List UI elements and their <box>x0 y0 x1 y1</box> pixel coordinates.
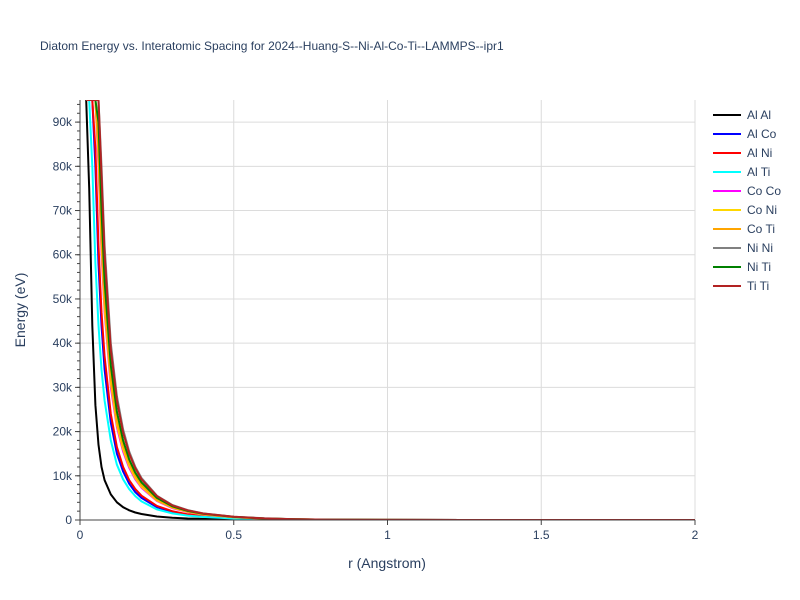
x-tick-label: 0 <box>77 528 84 542</box>
series-line-ti-ti <box>86 100 695 520</box>
x-tick-label: 2 <box>692 528 699 542</box>
y-tick-label: 0 <box>65 513 72 527</box>
series-line-co-ni <box>86 100 695 520</box>
series-line-ni-ni <box>86 100 695 520</box>
y-tick-label: 30k <box>53 380 73 394</box>
series-line-co-ti <box>86 100 695 520</box>
series-line-al-ni <box>86 100 695 520</box>
y-tick-label: 70k <box>53 204 73 218</box>
legend-label: Ni Ti <box>747 260 771 274</box>
y-axis-title: Energy (eV) <box>12 273 28 348</box>
legend-label: Co Ni <box>747 203 777 217</box>
legend-label: Ni Ni <box>747 241 773 255</box>
series-line-al-ti <box>86 100 695 520</box>
y-tick-label: 40k <box>53 336 73 350</box>
legend: Al Al Al Co Al Ni Al Ti Co Co Co Ni Co Ti Ni Ni… <box>713 108 781 293</box>
legend-label: Al Co <box>747 127 777 141</box>
axes: 0 0.5 1 1.5 2 0 10k 20k 30k 40k 50k 60k 70k 80k 90k <box>53 100 699 542</box>
series-line-al-al <box>85 100 695 520</box>
legend-label: Co Ti <box>747 222 775 236</box>
series-line-al-co <box>86 100 695 520</box>
legend-label: Ti Ti <box>747 279 769 293</box>
legend-label: Al Ni <box>747 146 772 160</box>
series-line-ni-ti <box>86 100 695 520</box>
y-tick-label: 50k <box>53 292 73 306</box>
x-tick-label: 0.5 <box>225 528 242 542</box>
y-tick-label: 80k <box>53 159 73 173</box>
legend-label: Al Al <box>747 108 771 122</box>
y-tick-label: 10k <box>53 469 73 483</box>
grid-lines <box>80 100 696 520</box>
chart-title: Diatom Energy vs. Interatomic Spacing fo… <box>40 39 504 53</box>
y-tick-label: 90k <box>53 115 73 129</box>
legend-label: Al Ti <box>747 165 770 179</box>
y-tick-label: 60k <box>53 248 73 262</box>
x-axis-title: r (Angstrom) <box>348 555 426 571</box>
x-tick-label: 1 <box>384 528 391 542</box>
x-tick-label: 1.5 <box>533 528 550 542</box>
series-line-co-co <box>86 100 695 520</box>
legend-label: Co Co <box>747 184 781 198</box>
y-tick-label: 20k <box>53 425 73 439</box>
series-lines <box>85 100 695 520</box>
